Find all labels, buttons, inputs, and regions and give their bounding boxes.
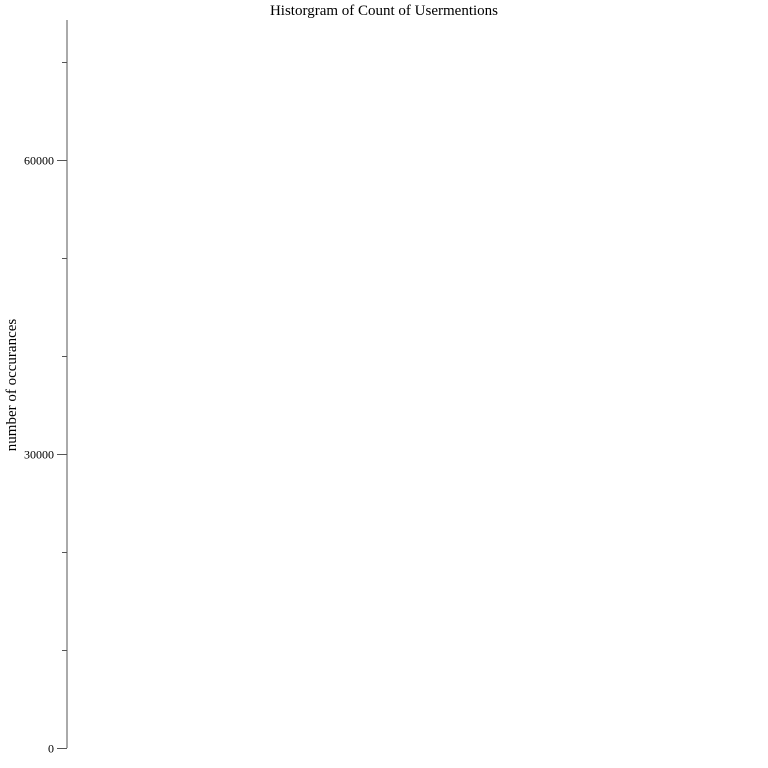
chart-title: Historgram of Count of Usermentions bbox=[270, 3, 498, 19]
y-tick-label: 30000 bbox=[24, 448, 54, 462]
y-axis-ticks: 0 30000 60000 bbox=[24, 62, 67, 756]
y-axis-title: number of occurances bbox=[4, 319, 20, 452]
y-tick-label: 60000 bbox=[24, 154, 54, 168]
y-tick-label: 0 bbox=[48, 742, 54, 756]
